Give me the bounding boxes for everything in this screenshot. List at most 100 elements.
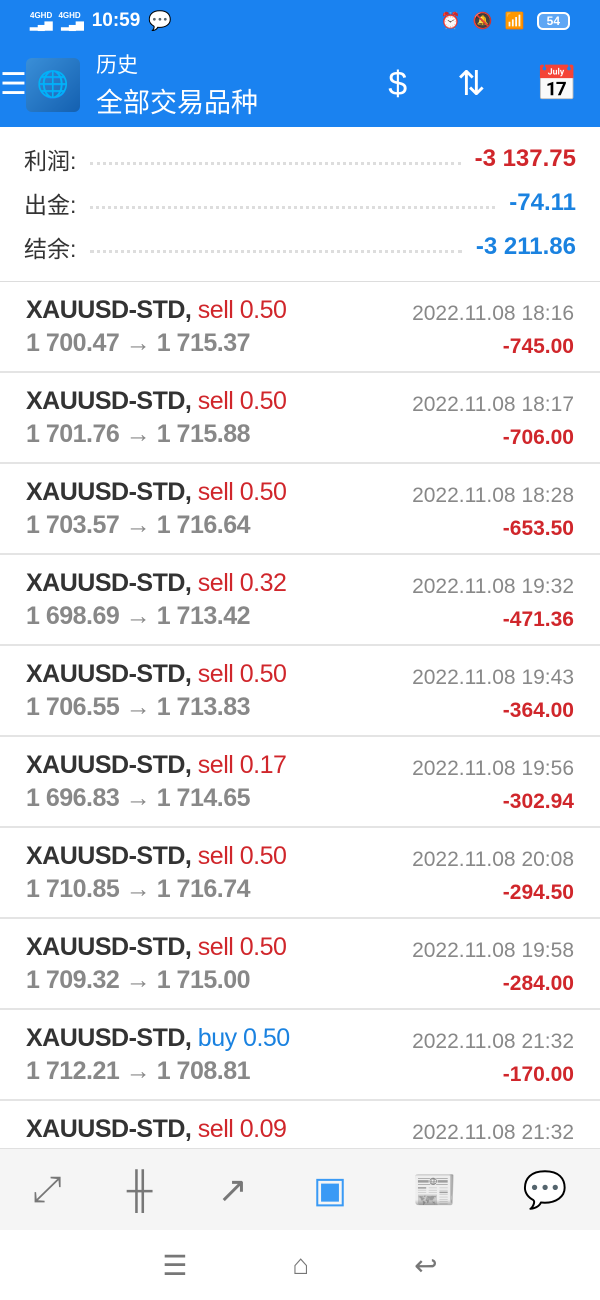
trade-profit: -170.00 — [502, 1063, 574, 1086]
trade-row[interactable]: XAUUSD-STD, sell 0.32 1 698.69 → 1 713.42… — [0, 555, 600, 646]
trade-profit: -364.00 — [502, 699, 574, 722]
summary-value: -3 211.86 — [475, 233, 576, 260]
trade-time: 2022.11.08 21:32 — [412, 1121, 574, 1144]
clock: 10:59 — [91, 10, 141, 31]
home-icon[interactable]: ⌂ — [292, 1249, 310, 1280]
recent-apps-icon[interactable]: ☰ — [162, 1249, 188, 1281]
trade-symbol: XAUUSD-STD, — [26, 569, 192, 597]
summary-row: 出金: -74.11 — [24, 181, 576, 225]
trade-symbol: XAUUSD-STD, — [26, 1024, 192, 1052]
trade-row[interactable]: XAUUSD-STD, buy 0.50 1 712.21 → 1 708.81 2… — [0, 1010, 600, 1101]
trade-symbol: XAUUSD-STD, — [26, 933, 192, 961]
trade-time: 2022.11.08 18:28 — [412, 484, 574, 507]
trade-side: sell 0.50 — [197, 933, 287, 961]
news-icon[interactable]: 📰 — [412, 1168, 458, 1210]
summary-label: 利润: — [24, 148, 77, 174]
trade-row[interactable]: XAUUSD-STD, sell 0.50 1 703.57 → 1 716.64… — [0, 464, 600, 555]
trade-row[interactable]: XAUUSD-STD, sell 0.50 1 710.85 → 1 716.74… — [0, 828, 600, 919]
trade-row[interactable]: XAUUSD-STD, sell 0.17 1 696.83 → 1 714.65… — [0, 737, 600, 828]
trade-symbol: XAUUSD-STD, — [26, 478, 192, 506]
chat-icon[interactable]: 💬 — [522, 1168, 568, 1210]
dots-divider — [90, 161, 461, 165]
symbol-filter[interactable]: 全部交易品种 — [96, 88, 258, 118]
trade-side: sell 0.50 — [197, 478, 287, 506]
trade-time: 2022.11.08 18:16 — [412, 302, 574, 325]
network-type: 4GHD 4GHD — [30, 11, 81, 20]
trade-prices: 1 700.47 → 1 715.37 — [26, 329, 251, 357]
menu-icon[interactable]: ☰ — [0, 68, 27, 101]
trade-time: 2022.11.08 20:08 — [412, 848, 574, 871]
trade-profit: -653.50 — [502, 517, 574, 540]
dots-divider — [90, 205, 496, 209]
wechat-icon: 💬 — [148, 11, 172, 32]
trade-side: sell 0.50 — [197, 842, 287, 870]
summary-value: -3 137.75 — [474, 145, 576, 172]
currency-exchange-icon[interactable]: $ — [388, 64, 408, 103]
trade-symbol: XAUUSD-STD, — [26, 842, 192, 870]
trade-side: sell 0.50 — [197, 296, 287, 324]
trade-prices: 1 698.69 → 1 713.42 — [26, 602, 251, 630]
trade-side: sell 0.17 — [197, 751, 287, 779]
signal-bars: ▂▄▆ ▂▄▆ — [30, 20, 84, 31]
trade-side: sell 0.09 — [197, 1115, 287, 1143]
trade-side: sell 0.50 — [197, 387, 287, 415]
trade-prices: 1 709.32 → 1 715.00 — [26, 966, 251, 994]
chart-icon[interactable]: ╫ — [126, 1168, 153, 1210]
summary-row: 利润: -3 137.75 — [24, 137, 576, 181]
dots-divider — [90, 249, 462, 253]
wifi-icon: 📶 — [504, 13, 525, 30]
trade-icon[interactable]: ↗ — [217, 1168, 248, 1210]
trade-time: 2022.11.08 19:56 — [412, 757, 574, 780]
trade-row[interactable]: XAUUSD-STD, sell 0.09 2022.11.08 21:32 — [0, 1101, 600, 1148]
trade-prices: 1 703.57 → 1 716.64 — [26, 511, 251, 539]
mute-icon: 🔕 — [472, 13, 493, 30]
signal-icon: 4GHD 4GHD ▂▄▆ ▂▄▆ — [30, 11, 84, 31]
trade-profit: -745.00 — [502, 335, 574, 358]
trade-profit: -294.50 — [502, 881, 574, 904]
quotes-icon[interactable]: ⤢ — [32, 1168, 62, 1209]
summary-label: 结余: — [24, 236, 77, 262]
summary-value: -74.11 — [509, 189, 576, 216]
trade-symbol: XAUUSD-STD, — [26, 387, 192, 415]
trade-profit: -284.00 — [502, 972, 574, 995]
trade-time: 2022.11.08 18:17 — [412, 393, 574, 416]
status-bar: 4GHD 4GHD ▂▄▆ ▂▄▆ 10:59 💬 ⏰ 🔕 📶 54 — [0, 0, 600, 42]
app-header: 4GHD 4GHD ▂▄▆ ▂▄▆ 10:59 💬 ⏰ 🔕 📶 54 ☰ 🌐 历… — [0, 0, 600, 127]
trade-prices: 1 706.55 → 1 713.83 — [26, 693, 251, 721]
trade-profit: -471.36 — [502, 608, 574, 631]
trade-time: 2022.11.08 21:32 — [412, 1030, 574, 1053]
mt4-logo: 🌐 — [26, 57, 80, 112]
trade-side: sell 0.50 — [197, 660, 287, 688]
trade-profit: -706.00 — [502, 426, 574, 449]
trade-prices: 1 712.21 → 1 708.81 — [26, 1057, 251, 1085]
trade-row[interactable]: XAUUSD-STD, sell 0.50 1 709.32 → 1 715.00… — [0, 919, 600, 1010]
summary-row: 结余: -3 211.86 — [24, 225, 576, 269]
history-icon[interactable]: ▣ — [313, 1168, 348, 1210]
alarm-icon: ⏰ — [440, 13, 461, 30]
trade-row[interactable]: XAUUSD-STD, sell 0.50 1 700.47 → 1 715.37… — [0, 282, 600, 373]
trade-symbol: XAUUSD-STD, — [26, 751, 192, 779]
trade-profit: -302.94 — [502, 790, 574, 813]
trade-time: 2022.11.08 19:32 — [412, 575, 574, 598]
trade-row[interactable]: XAUUSD-STD, sell 0.50 1 706.55 → 1 713.83… — [0, 646, 600, 737]
trade-prices: 1 701.76 → 1 715.88 — [26, 420, 251, 448]
summary-panel: 利润: -3 137.75 出金: -74.11 结余: -3 211.86 — [0, 127, 600, 282]
back-icon[interactable]: ↩ — [414, 1249, 438, 1281]
trade-time: 2022.11.08 19:43 — [412, 666, 574, 689]
trade-symbol: XAUUSD-STD, — [26, 660, 192, 688]
trade-row[interactable]: XAUUSD-STD, sell 0.50 1 701.76 → 1 715.88… — [0, 373, 600, 464]
trade-symbol: XAUUSD-STD, — [26, 1115, 192, 1143]
summary-label: 出金: — [24, 192, 77, 218]
sort-icon[interactable]: ⇅ — [457, 65, 486, 103]
trade-time: 2022.11.08 19:58 — [412, 939, 574, 962]
calendar-contact-icon[interactable]: 📅 — [535, 65, 578, 103]
battery-indicator: 54 — [536, 12, 570, 30]
bottom-nav: ⤢ ╫ ↗ ▣ 📰 💬 — [0, 1148, 600, 1230]
trade-prices: 1 710.85 → 1 716.74 — [26, 875, 251, 903]
trade-side: buy 0.50 — [197, 1024, 290, 1052]
page-title: 历史 — [96, 54, 138, 77]
trade-side: sell 0.32 — [197, 569, 287, 597]
system-nav: ☰ ⌂ ↩ — [0, 1230, 600, 1300]
trade-prices: 1 696.83 → 1 714.65 — [26, 784, 251, 812]
trade-list: XAUUSD-STD, sell 0.50 1 700.47 → 1 715.37… — [0, 282, 600, 1148]
